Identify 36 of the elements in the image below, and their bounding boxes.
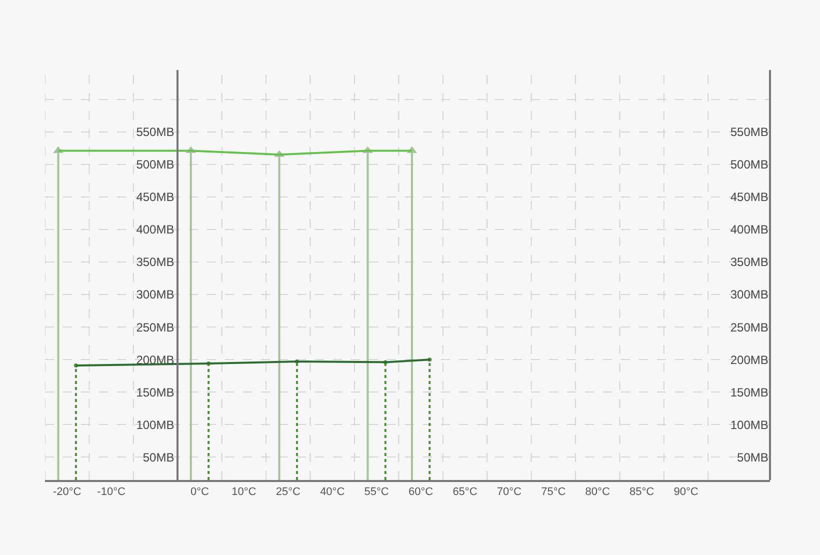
y2-tick-label: 400MB <box>730 222 768 237</box>
y-tick-label: 350MB <box>136 255 174 270</box>
y-tick-label: 500MB <box>136 158 174 172</box>
x-tick-label: 85°C <box>630 486 654 498</box>
y2-tick-label: 550MB <box>730 125 768 140</box>
x-tick-label: 10°C <box>232 486 256 498</box>
x-tick-label: 65°C <box>452 486 478 498</box>
y-tick-label: 400MB <box>136 222 174 237</box>
x-tick-label: 40°C <box>320 486 345 498</box>
y2-tick-label: 300MB <box>730 288 768 302</box>
y2-tick-label: 250MB <box>730 320 768 334</box>
y2-tick-label: 200MB <box>730 352 768 367</box>
y-tick-label: 200MB <box>136 352 174 367</box>
y2-tick-label: 500MB <box>730 158 768 172</box>
y-tick-label: 150MB <box>136 385 174 400</box>
y-tick-label: 50MB <box>142 450 174 464</box>
x-tick-label: 80°C <box>585 486 610 498</box>
y-tick-label: 450MB <box>136 190 174 204</box>
x-tick-label: 0°C <box>190 486 210 498</box>
x-tick-label: 75°C <box>541 486 566 498</box>
y-tick-label: 250MB <box>136 320 174 334</box>
y2-tick-label: 150MB <box>730 385 768 400</box>
x-tick-label: 60°C <box>408 486 434 498</box>
y-tick-label: 300MB <box>136 288 174 302</box>
x-tick-label: -10°C <box>97 486 126 498</box>
y2-tick-label: 50MB <box>737 450 768 464</box>
x-tick-label: -20°C <box>52 486 82 498</box>
y-tick-label: 100MB <box>136 418 174 432</box>
y2-tick-label: 100MB <box>730 418 768 432</box>
y-tick-label: 550MB <box>136 125 174 140</box>
y2-tick-label: 350MB <box>730 255 768 270</box>
x-tick-label: 90°C <box>674 486 698 498</box>
x-tick-label: 25°C <box>276 486 300 498</box>
y2-tick-label: 450MB <box>730 190 768 204</box>
x-tick-label: 55°C <box>364 486 389 498</box>
x-tick-label: 70°C <box>496 486 522 498</box>
